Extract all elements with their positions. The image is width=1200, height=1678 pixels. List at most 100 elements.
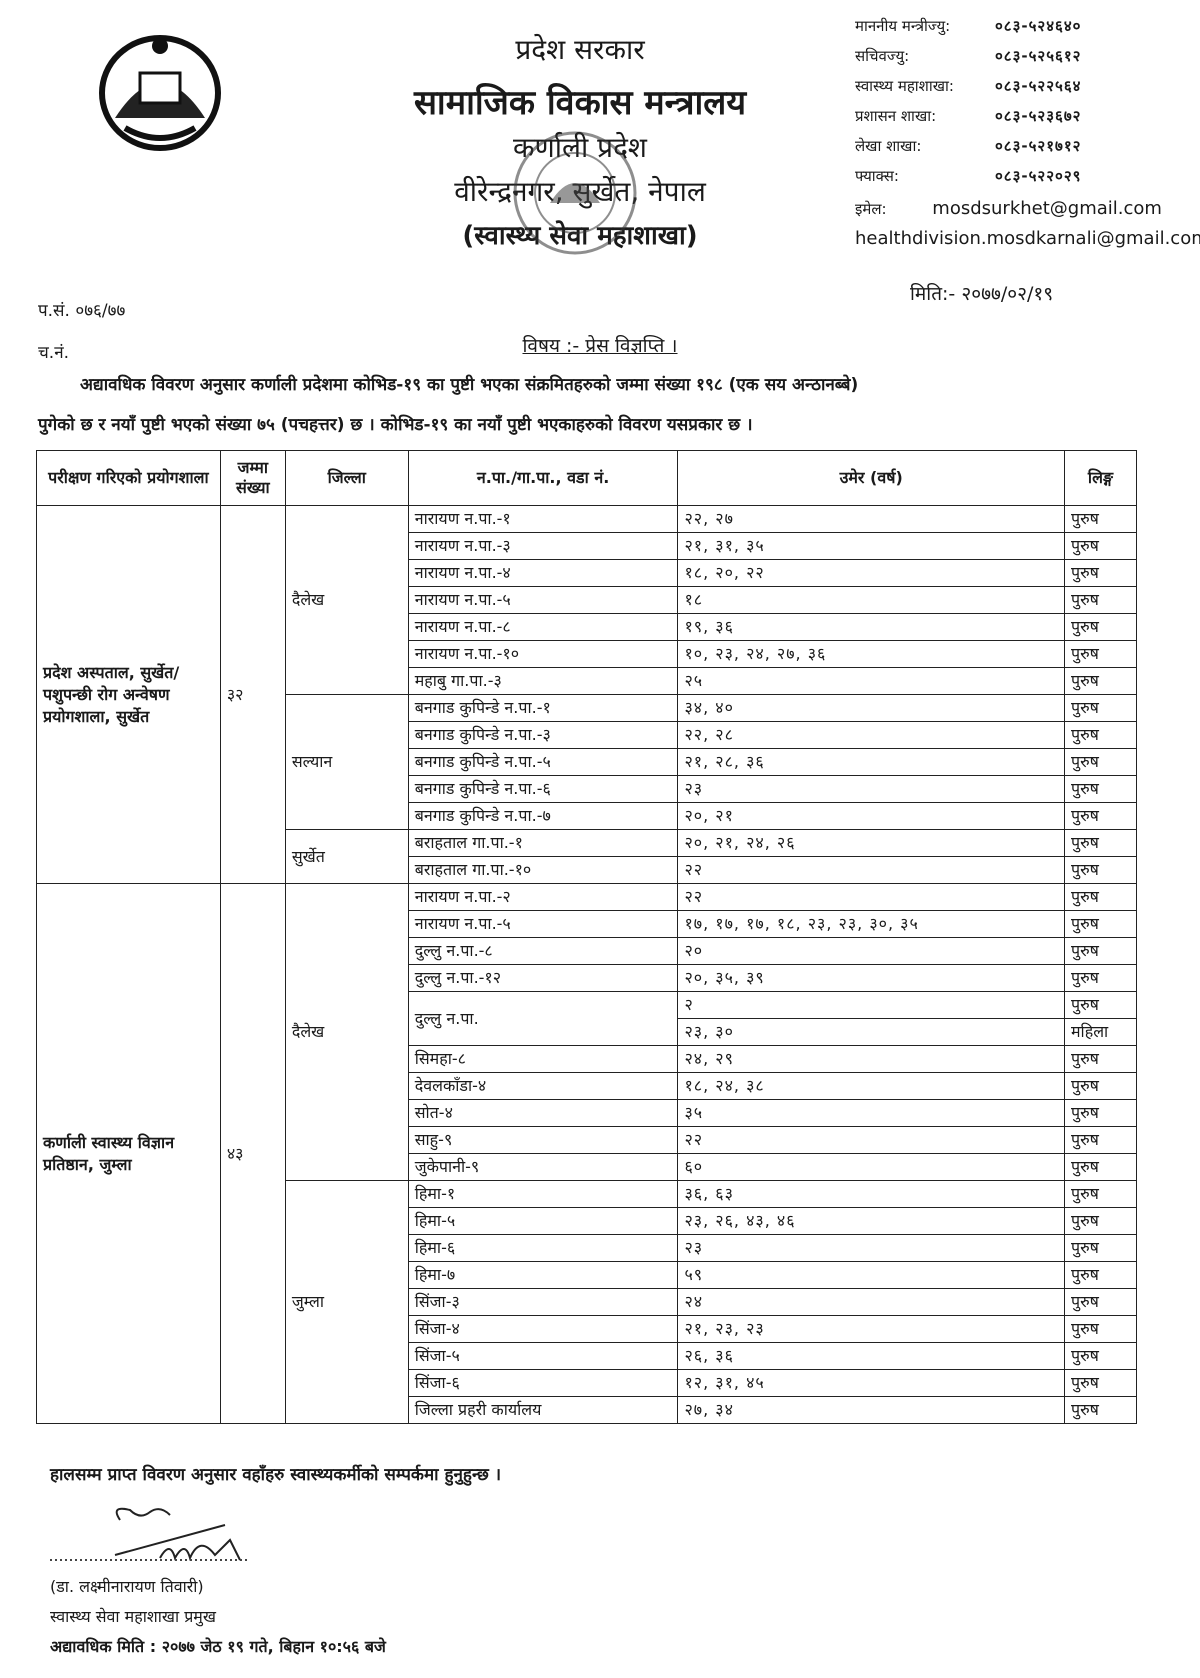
- age-cell: २४, २९: [677, 1045, 1065, 1073]
- column-header: परीक्षण गरिएको प्रयोगशाला: [36, 450, 221, 506]
- reference-number: प.सं. ०७६/७७: [38, 301, 126, 321]
- sex-cell: पुरुष: [1063, 613, 1138, 641]
- ward-cell: सिंजा-६: [407, 1369, 679, 1397]
- header-government: प्रदेश सरकार: [515, 33, 645, 66]
- sex-cell: पुरुष: [1063, 1180, 1138, 1208]
- age-cell: २१, २८, ३६: [677, 748, 1065, 776]
- ward-cell: जुकेपानी-९: [407, 1153, 679, 1181]
- ward-cell: सोत-४: [407, 1099, 679, 1127]
- sex-cell: पुरुष: [1063, 883, 1138, 911]
- sex-cell: पुरुष: [1063, 1396, 1138, 1424]
- table-row: नारायण न.पा.-४ १८, २०, २२ पुरुष: [37, 559, 1138, 587]
- sex-cell: पुरुष: [1063, 1261, 1138, 1289]
- table-row: प्रदेश अस्पताल, सुर्खेत/ पशुपन्छी रोग अन…: [36, 505, 1138, 884]
- document-date: मिति:- २०७७/०२/१९: [910, 283, 1054, 305]
- ward-cell: नारायण न.पा.-५: [407, 910, 679, 938]
- sex-cell: पुरुष: [1063, 694, 1138, 722]
- column-header: जिल्ला: [284, 450, 409, 506]
- total-cell: ३२: [219, 505, 286, 884]
- contact-phone: ०८३-५२२५६४: [995, 77, 1082, 95]
- lab-cell: कर्णाली स्वास्थ्य विज्ञान प्रतिष्ठान, जु…: [36, 883, 221, 1424]
- sex-cell: पुरुष: [1063, 1234, 1138, 1262]
- sex-cell: पुरुष: [1063, 1207, 1138, 1235]
- contact-row: फ्याक्स: ०८३-५२२०२९: [855, 166, 1200, 186]
- sex-cell: पुरुष: [1063, 1153, 1138, 1181]
- government-emblem-logo: [99, 35, 221, 151]
- signatory-role: स्वास्थ्य सेवा महाशाखा प्रमुख: [50, 1607, 216, 1626]
- age-cell: २७, ३४: [677, 1396, 1065, 1424]
- signature: [50, 1507, 250, 1561]
- age-cell: २१, २३, २३: [677, 1315, 1065, 1343]
- age-cell: २२: [677, 856, 1065, 884]
- contact-row: प्रशासन शाखा: ०८३-५२३६७२: [855, 106, 1200, 126]
- age-cell: २२, २८: [677, 721, 1065, 749]
- age-cell: १९, ३६: [677, 613, 1065, 641]
- intro-paragraph-line-2: पुगेको छ र नयाँ पुष्टी भएको संख्या ७५ (प…: [38, 415, 753, 435]
- column-header: उमेर (वर्ष): [677, 450, 1065, 506]
- ward-cell: नारायण न.पा.-२: [407, 883, 679, 911]
- office-stamp: [513, 131, 637, 255]
- ward-cell: साहु-९: [407, 1126, 679, 1154]
- contact-phone: ०८३-५२४६४०: [995, 17, 1082, 35]
- sex-cell: पुरुष: [1063, 991, 1138, 1019]
- contact-row: माननीय मन्त्रीज्यु: ०८३-५२४६४०: [855, 16, 1200, 36]
- sex-cell: पुरुष: [1063, 856, 1138, 884]
- contact-phone: ०८३-५२५६१२: [995, 47, 1082, 65]
- table-row: सोत-४ ३५ पुरुष: [37, 1099, 1138, 1127]
- contact-label: फ्याक्स:: [855, 167, 899, 185]
- table-row: नारायण न.पा.-३ २१, ३१, ३५ पुरुष: [37, 532, 1138, 560]
- ward-cell: दुल्लु न.पा.-१२: [407, 964, 679, 992]
- sex-cell: पुरुष: [1063, 532, 1138, 560]
- ward-cell: सिंजा-३: [407, 1288, 679, 1316]
- sex-cell: पुरुष: [1063, 640, 1138, 668]
- table-row: सल्यान बनगाड कुपिन्डे न.पा.-१ ३४, ४० पुरुष: [37, 694, 1138, 830]
- table-row: नारायण न.पा.-१० १०, २३, २४, २७, ३६ पुरुष: [37, 640, 1138, 668]
- age-cell: ३५: [677, 1099, 1065, 1127]
- ward-cell: सिमहा-८: [407, 1045, 679, 1073]
- header-division: (स्वास्थ्य सेवा महाशाखा): [462, 221, 698, 251]
- sex-cell: पुरुष: [1063, 775, 1138, 803]
- ward-cell: बनगाड कुपिन्डे न.पा.-७: [407, 802, 679, 830]
- age-cell: १८, २४, ३८: [677, 1072, 1065, 1100]
- sex-cell: पुरुष: [1063, 937, 1138, 965]
- ward-cell: दुल्लु न.पा.-८: [407, 937, 679, 965]
- header-ministry: सामाजिक विकास मन्त्रालय: [413, 83, 747, 123]
- age-cell: २२: [677, 1126, 1065, 1154]
- sex-cell: पुरुष: [1063, 1342, 1138, 1370]
- subject-line: विषय :- प्रेस विज्ञप्ति ।: [522, 335, 678, 357]
- sex-cell: पुरुष: [1063, 802, 1138, 830]
- ward-cell: नारायण न.पा.-१: [407, 505, 679, 533]
- total-cell: ४३: [219, 883, 286, 1424]
- ward-cell: महाबु गा.पा.-३: [407, 667, 679, 695]
- age-cell: २०, ३५, ३९: [677, 964, 1065, 992]
- table-row: जुम्ला हिमा-१ ३६, ६३ पुरुष: [37, 1180, 1138, 1424]
- ward-cell: बराहताल गा.पा.-१०: [407, 856, 679, 884]
- ward-cell: बनगाड कुपिन्डे न.पा.-१: [407, 694, 679, 722]
- email-label: इमेल:: [855, 200, 887, 218]
- age-cell: २६, ३६: [677, 1342, 1065, 1370]
- age-cell: ३६, ६३: [677, 1180, 1065, 1208]
- ward-cell: नारायण न.पा.-३: [407, 532, 679, 560]
- age-cell: २३: [677, 1234, 1065, 1262]
- age-cell: १८, २०, २२: [677, 559, 1065, 587]
- sex-cell: पुरुष: [1063, 1045, 1138, 1073]
- ward-cell: देवलकाँडा-४: [407, 1072, 679, 1100]
- sex-cell: पुरुष: [1063, 667, 1138, 695]
- column-header: न.पा./गा.पा., वडा नं.: [407, 450, 679, 506]
- contact-row: सचिवज्यु: ०८३-५२५६१२: [855, 46, 1200, 66]
- table-row: सिमहा-८ २४, २९ पुरुष: [37, 1045, 1138, 1073]
- ward-cell: नारायण न.पा.-१०: [407, 640, 679, 668]
- sex-cell: पुरुष: [1063, 586, 1138, 614]
- ward-cell: हिमा-६: [407, 1234, 679, 1262]
- age-cell: २१, ३१, ३५: [677, 532, 1065, 560]
- ward-cell: बनगाड कुपिन्डे न.पा.-६: [407, 775, 679, 803]
- age-cell: १८: [677, 586, 1065, 614]
- sex-cell: पुरुष: [1063, 910, 1138, 938]
- email-row: इमेल: mosdsurkhet@gmail.com: [855, 198, 1162, 219]
- contact-label: स्वास्थ्य महाशाखा:: [855, 77, 954, 95]
- table-row: सुर्खेत बराहताल गा.पा.-१ २०, २१, २४, २६ पुर…: [37, 829, 1138, 884]
- signatory-name: (डा. लक्ष्मीनारायण तिवारी): [50, 1577, 204, 1596]
- table-row: कर्णाली स्वास्थ्य विज्ञान प्रतिष्ठान, जु…: [36, 883, 1138, 1424]
- contact-label: प्रशासन शाखा:: [855, 107, 937, 125]
- table-row: सिंजा-६ १२, ३१, ४५ पुरुष: [37, 1369, 1138, 1397]
